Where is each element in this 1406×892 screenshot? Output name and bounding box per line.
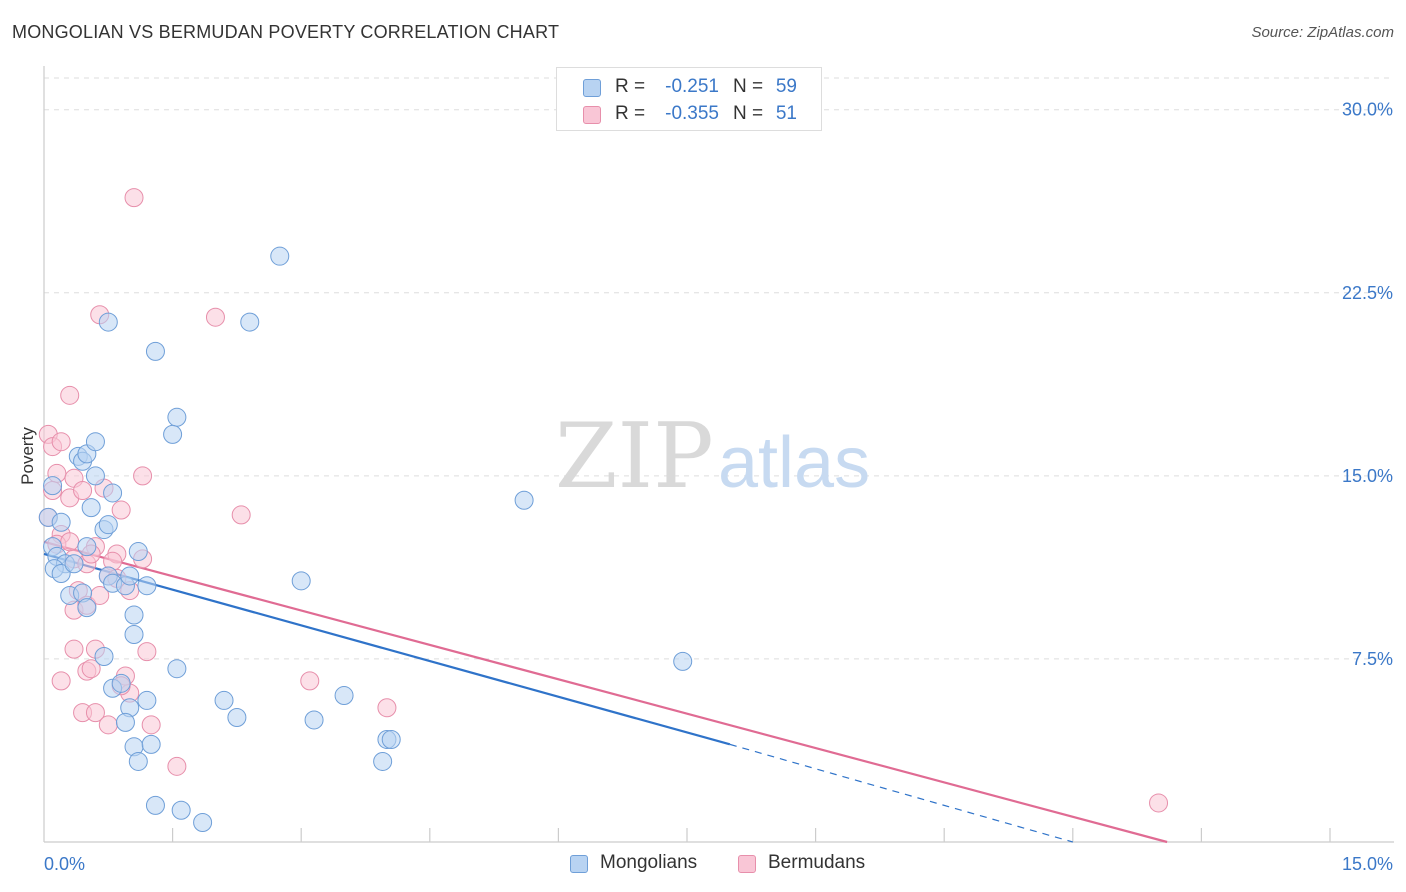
point-mongolian — [129, 543, 147, 561]
legend-swatch-bermudans — [583, 106, 601, 124]
point-mongolian — [86, 467, 104, 485]
y-tick-label: 15.0% — [1342, 466, 1393, 486]
legend-n-value: 59 — [763, 76, 797, 98]
point-mongolian — [382, 730, 400, 748]
point-mongolian — [121, 567, 139, 585]
point-bermudan — [52, 672, 70, 690]
point-mongolian — [116, 713, 134, 731]
point-mongolian — [271, 247, 289, 265]
y-tick-label: 7.5% — [1352, 649, 1393, 669]
data-points — [39, 189, 1167, 832]
legend-swatch-mongolians — [583, 79, 601, 97]
point-mongolian — [228, 709, 246, 727]
point-bermudan — [52, 433, 70, 451]
point-bermudan — [206, 308, 224, 326]
point-mongolian — [125, 606, 143, 624]
legend-r-value: -0.355 — [651, 103, 719, 125]
point-bermudan — [378, 699, 396, 717]
point-mongolian — [95, 647, 113, 665]
point-bermudan — [232, 506, 250, 524]
legend-n-value: 51 — [763, 103, 797, 125]
watermark: ZIP atlas — [555, 404, 870, 509]
trend-line-bermudans — [44, 542, 1167, 842]
point-mongolian — [335, 687, 353, 705]
point-mongolian — [82, 499, 100, 517]
point-mongolian — [142, 735, 160, 753]
point-bermudan — [1150, 794, 1168, 812]
point-mongolian — [168, 408, 186, 426]
point-bermudan — [125, 189, 143, 207]
point-bermudan — [301, 672, 319, 690]
point-mongolian — [125, 626, 143, 644]
point-mongolian — [194, 813, 212, 831]
legend-r-value: -0.251 — [651, 76, 719, 98]
gridlines — [44, 78, 1394, 659]
legend-r-label: R = — [615, 76, 645, 98]
point-mongolian — [99, 516, 117, 534]
point-bermudan — [65, 640, 83, 658]
point-mongolian — [146, 796, 164, 814]
y-tick-label: 22.5% — [1342, 283, 1393, 303]
point-mongolian — [104, 484, 122, 502]
legend-label-bermudans: Bermudans — [768, 852, 865, 874]
legend-row-bermudans: R = -0.355 N = 51 — [557, 100, 821, 128]
legend-r-label: R = — [615, 103, 645, 125]
point-mongolian — [215, 691, 233, 709]
watermark-atlas: atlas — [718, 423, 870, 503]
trend-line-mongolians-extrapolated — [730, 744, 1073, 842]
y-tick-label: 30.0% — [1342, 100, 1393, 120]
point-mongolian — [374, 752, 392, 770]
point-bermudan — [61, 386, 79, 404]
scatter-chart: ZIP atlas 7.5%15.0%22.5%30.0%0.0% 15.0%Po… — [0, 0, 1406, 892]
point-mongolian — [172, 801, 190, 819]
point-mongolian — [65, 555, 83, 573]
point-bermudan — [99, 716, 117, 734]
legend-label-mongolians: Mongolians — [600, 852, 697, 874]
point-mongolian — [674, 652, 692, 670]
trend-lines — [44, 542, 1167, 842]
point-mongolian — [515, 491, 533, 509]
point-mongolian — [168, 660, 186, 678]
legend-n-label: N = — [733, 103, 763, 125]
legend-swatch-bermudans — [738, 855, 756, 873]
point-mongolian — [44, 477, 62, 495]
legend-swatch-mongolians — [570, 855, 588, 873]
point-bermudan — [142, 716, 160, 734]
correlation-legend: R = -0.251 N = 59 R = -0.355 N = 51 — [556, 67, 822, 131]
point-bermudan — [138, 643, 156, 661]
point-mongolian — [52, 513, 70, 531]
point-mongolian — [129, 752, 147, 770]
point-mongolian — [86, 433, 104, 451]
point-bermudan — [112, 501, 130, 519]
point-mongolian — [138, 577, 156, 595]
point-bermudan — [61, 533, 79, 551]
legend-n-label: N = — [733, 76, 763, 98]
point-bermudan — [74, 482, 92, 500]
point-mongolian — [112, 674, 130, 692]
point-mongolian — [241, 313, 259, 331]
point-mongolian — [78, 538, 96, 556]
watermark-zip: ZIP — [555, 404, 714, 509]
point-bermudan — [134, 467, 152, 485]
legend-row-mongolians: R = -0.251 N = 59 — [557, 73, 821, 101]
point-mongolian — [292, 572, 310, 590]
point-mongolian — [164, 425, 182, 443]
point-mongolian — [305, 711, 323, 729]
point-mongolian — [99, 313, 117, 331]
point-mongolian — [138, 691, 156, 709]
point-mongolian — [78, 599, 96, 617]
point-bermudan — [168, 757, 186, 775]
series-legend: Mongolians Bermudans — [0, 852, 1406, 878]
y-axis-label: Poverty — [18, 427, 37, 485]
point-mongolian — [146, 342, 164, 360]
